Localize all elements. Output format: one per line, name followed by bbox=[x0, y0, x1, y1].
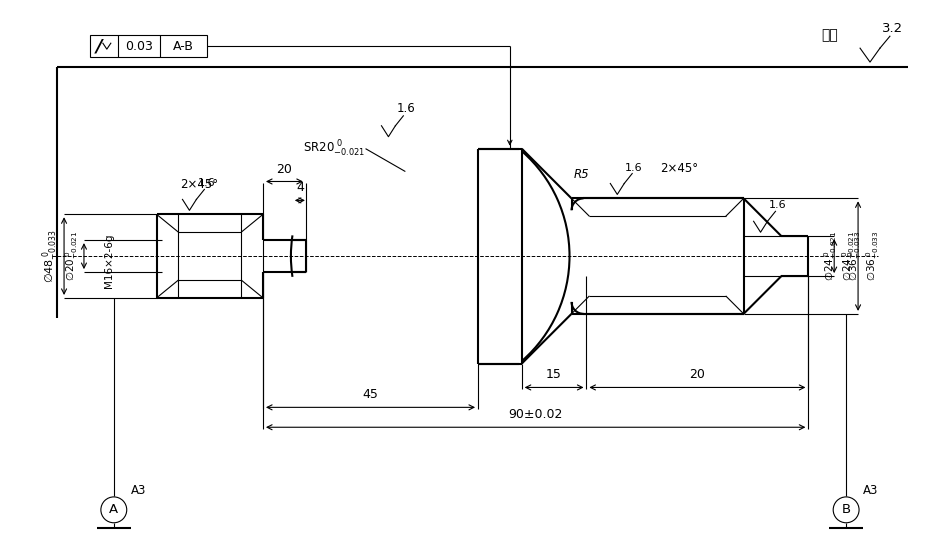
Text: 1.6: 1.6 bbox=[197, 178, 215, 188]
Text: $\varnothing$24$^{\ 0}_{-0.021}$: $\varnothing$24$^{\ 0}_{-0.021}$ bbox=[822, 231, 839, 281]
Text: 15: 15 bbox=[546, 369, 562, 381]
Bar bbox=[90, 35, 207, 57]
Text: $\varnothing$24$^{\ 0}_{-0.021}$: $\varnothing$24$^{\ 0}_{-0.021}$ bbox=[840, 231, 857, 281]
Text: 45: 45 bbox=[363, 389, 379, 401]
Text: 20: 20 bbox=[689, 369, 706, 381]
Text: 1.6: 1.6 bbox=[397, 102, 415, 115]
Text: 1.6: 1.6 bbox=[625, 162, 643, 172]
Text: B: B bbox=[842, 503, 850, 517]
Text: R5: R5 bbox=[574, 168, 589, 181]
Text: $\varnothing$36$^{\ 0}_{-0.033}$: $\varnothing$36$^{\ 0}_{-0.033}$ bbox=[864, 231, 881, 281]
Text: $\varnothing$36$^{\ 0}_{-0.033}$: $\varnothing$36$^{\ 0}_{-0.033}$ bbox=[847, 231, 863, 281]
Text: A: A bbox=[109, 503, 118, 517]
Text: M16×2-6g: M16×2-6g bbox=[104, 234, 114, 289]
Text: 4: 4 bbox=[295, 181, 304, 195]
Text: 20: 20 bbox=[277, 162, 293, 176]
Text: 3.2: 3.2 bbox=[882, 22, 903, 35]
Text: SR20$^{\ 0}_{-0.021}$: SR20$^{\ 0}_{-0.021}$ bbox=[303, 138, 366, 158]
Text: 2×45°: 2×45° bbox=[180, 178, 219, 191]
Text: A3: A3 bbox=[131, 484, 146, 497]
Text: 其余: 其余 bbox=[821, 28, 838, 42]
Text: /: / bbox=[96, 37, 102, 55]
Text: 2×45°: 2×45° bbox=[660, 162, 698, 175]
Text: $\varnothing$48$^{\ 0}_{-0.033}$: $\varnothing$48$^{\ 0}_{-0.033}$ bbox=[41, 229, 60, 283]
Text: 0.03: 0.03 bbox=[125, 39, 152, 53]
Text: A3: A3 bbox=[863, 484, 879, 497]
Text: 90±0.02: 90±0.02 bbox=[509, 408, 563, 421]
Text: 1.6: 1.6 bbox=[769, 200, 786, 210]
Text: A-B: A-B bbox=[173, 39, 194, 53]
Text: $\varnothing$20$^{\ 0}_{-0.021}$: $\varnothing$20$^{\ 0}_{-0.021}$ bbox=[63, 231, 80, 281]
